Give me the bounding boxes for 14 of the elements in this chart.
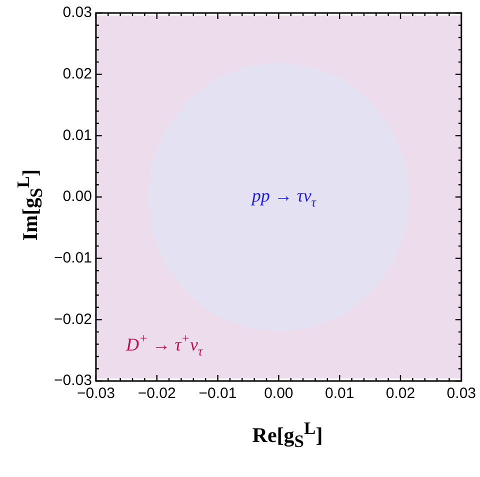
y-tick-label: 0.01	[62, 126, 92, 144]
y-tick-label: 0.02	[62, 65, 92, 82]
x-tick-label: −0.03	[76, 385, 115, 402]
x-tick-label: −0.01	[198, 385, 237, 402]
x-tick-label: 0.01	[324, 385, 354, 402]
x-tick-label: 0.02	[386, 385, 416, 402]
y-tick-label: −0.01	[54, 249, 92, 266]
x-tick-label: 0.03	[446, 385, 476, 402]
y-tick-label: 0.00	[62, 188, 92, 206]
x-axis-title: Re[g$_{S}$$^{L}$]	[251, 418, 324, 452]
x-tick-label: 0.00	[264, 385, 294, 402]
y-tick-label: 0.03	[62, 4, 92, 22]
x-tick-label: −0.02	[138, 385, 176, 402]
y-tick-label: −0.02	[54, 310, 92, 328]
